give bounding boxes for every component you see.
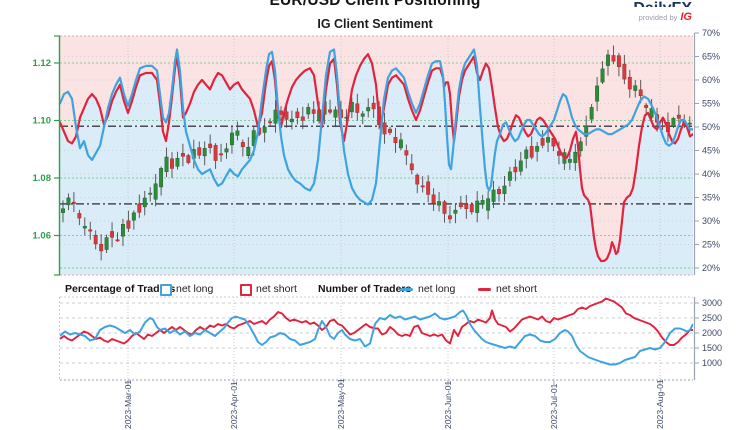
legend-group-percentage: Percentage of Traders [65, 283, 176, 295]
net-long-line-icon [400, 288, 413, 291]
provided-by-label: provided by [638, 13, 678, 22]
net-long-pct-line [60, 48, 693, 206]
legend-net-long-pct: net long [176, 283, 214, 295]
traders-tick-label: 1500 [702, 343, 722, 353]
pct-tick-label: 30% [702, 216, 720, 226]
page-title: EUR/USD Client Positioning [269, 0, 481, 9]
net-short-count-line [60, 297, 693, 346]
price-tick-label: 1.08 [33, 173, 52, 184]
dailyfx-logo-text: DailyFX [633, 0, 692, 7]
ig-logo: IG [680, 11, 692, 23]
traders-tick-label: 2500 [702, 313, 722, 323]
net-long-square-icon [160, 284, 172, 296]
price-tick-label: 1.12 [33, 58, 52, 69]
legend-group-number: Number of Traders [318, 283, 412, 295]
provided-by-badge: provided by IG [639, 11, 692, 23]
traders-tick-label: 3000 [702, 298, 722, 308]
x-axis-date-label: 2023-Jul-01 [549, 383, 559, 429]
traders-tick-label: 1000 [702, 358, 722, 368]
pct-tick-label: 65% [702, 52, 720, 62]
price-tick-label: 1.10 [33, 116, 52, 127]
price-tick-label: 1.06 [33, 231, 52, 242]
pct-tick-label: 35% [702, 193, 720, 203]
x-axis-date-label: 2023-Jun-01 [443, 381, 453, 429]
legend-net-short-count: net short [496, 283, 537, 295]
pct-tick-label: 25% [702, 240, 720, 250]
x-axis-date-label: 2023-Apr-01 [229, 381, 239, 429]
pct-tick-label: 20% [702, 263, 720, 273]
legend-net-long-count: net long [418, 283, 456, 295]
x-axis-date-label: 2023-Aug-01 [655, 379, 665, 429]
x-axis-date-label: 2023-Mar-01 [123, 380, 133, 429]
legend-net-short-pct: net short [256, 283, 297, 295]
pct-tick-label: 40% [702, 169, 720, 179]
chart-legend: Percentage of Traders net long net short… [0, 279, 750, 299]
pct-tick-label: 60% [702, 75, 720, 85]
x-axis-date-label: 2023-May-01 [336, 378, 346, 429]
net-short-line-icon [478, 288, 491, 291]
chart-subtitle: IG Client Sentiment [317, 17, 433, 31]
main-plot [60, 36, 693, 275]
pct-tick-label: 50% [702, 122, 720, 132]
pct-tick-label: 45% [702, 146, 720, 156]
net-short-square-icon [240, 284, 252, 296]
traders-tick-label: 2000 [702, 328, 722, 338]
dailyfx-logo: DailyFX [633, 0, 692, 7]
pct-tick-label: 55% [702, 99, 720, 109]
pct-tick-label: 70% [702, 28, 720, 38]
traders-plot [60, 297, 693, 380]
net-long-count-line [60, 309, 693, 366]
